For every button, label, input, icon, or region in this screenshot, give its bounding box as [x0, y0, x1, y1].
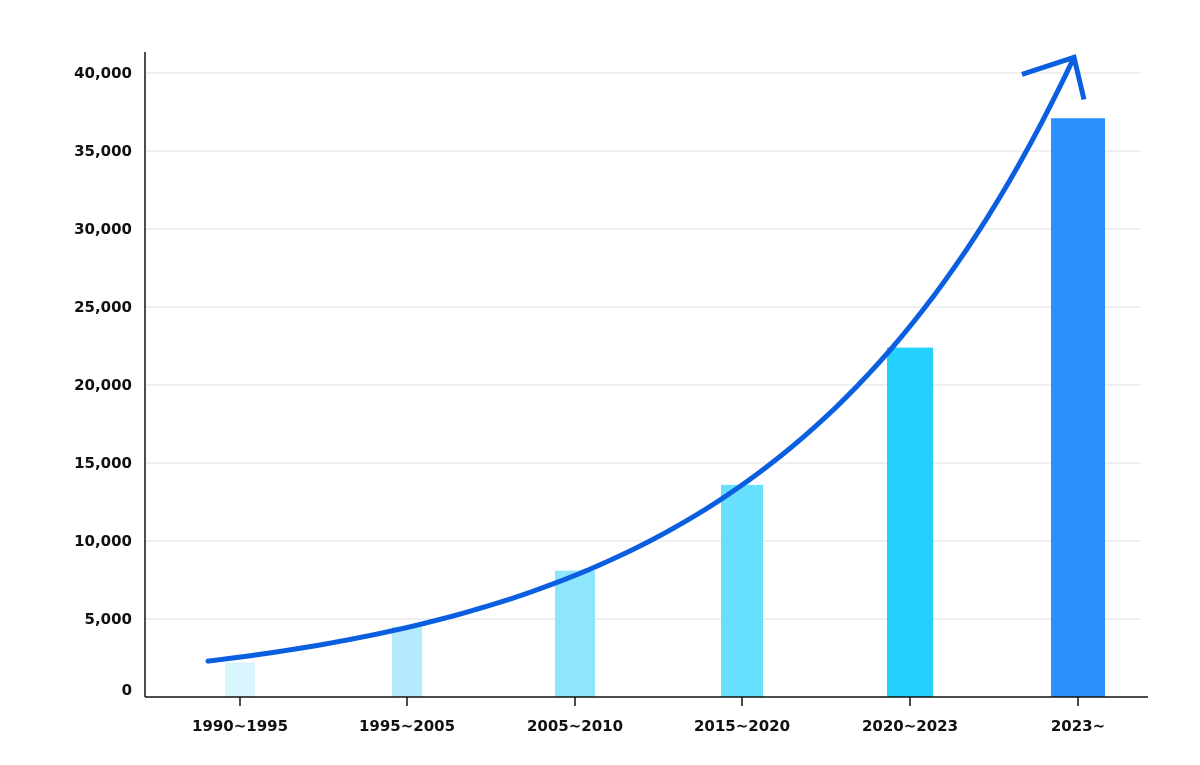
bar-1995~2005: [392, 626, 422, 697]
axes: [144, 52, 1148, 706]
x-tick-label: 2020~2023: [862, 717, 958, 735]
y-tick-label: 25,000: [74, 298, 132, 316]
gridlines: [145, 72, 1141, 620]
y-tick-label: 40,000: [74, 64, 132, 82]
x-tick-label: 2015~2020: [694, 717, 790, 735]
bar-1990~1995: [225, 662, 255, 697]
x-tick-label: 2023~: [1051, 717, 1105, 735]
x-tick-label: 1990~1995: [192, 717, 288, 735]
bar-2015~2020: [721, 484, 763, 697]
y-tick-label: 5,000: [85, 610, 132, 628]
trend-arrow: [205, 54, 1087, 664]
x-tick-label: 2005~2010: [527, 717, 623, 735]
y-tick-label: 10,000: [74, 532, 132, 550]
bar-2005~2010: [555, 570, 595, 697]
y-tick-labels: 0 5,000 10,000 15,000 20,000 25,000 30,000 35,0…: [74, 64, 132, 699]
trend-arrowhead: [1021, 54, 1087, 100]
y-tick-label: 15,000: [74, 454, 132, 472]
x-tick-labels: 1990~1995 1995~2005 2005~2010 2015~2020 2020…: [192, 717, 1105, 735]
y-tick-label: 0: [122, 681, 132, 699]
y-tick-label: 30,000: [74, 220, 132, 238]
trend-curve: [205, 54, 1077, 664]
bars: [225, 118, 1105, 698]
y-tick-label: 35,000: [74, 142, 132, 160]
bar-2020~2023: [887, 347, 933, 697]
bar-2023~: [1051, 118, 1105, 698]
x-tick-label: 1995~2005: [359, 717, 455, 735]
y-tick-label: 20,000: [74, 376, 132, 394]
